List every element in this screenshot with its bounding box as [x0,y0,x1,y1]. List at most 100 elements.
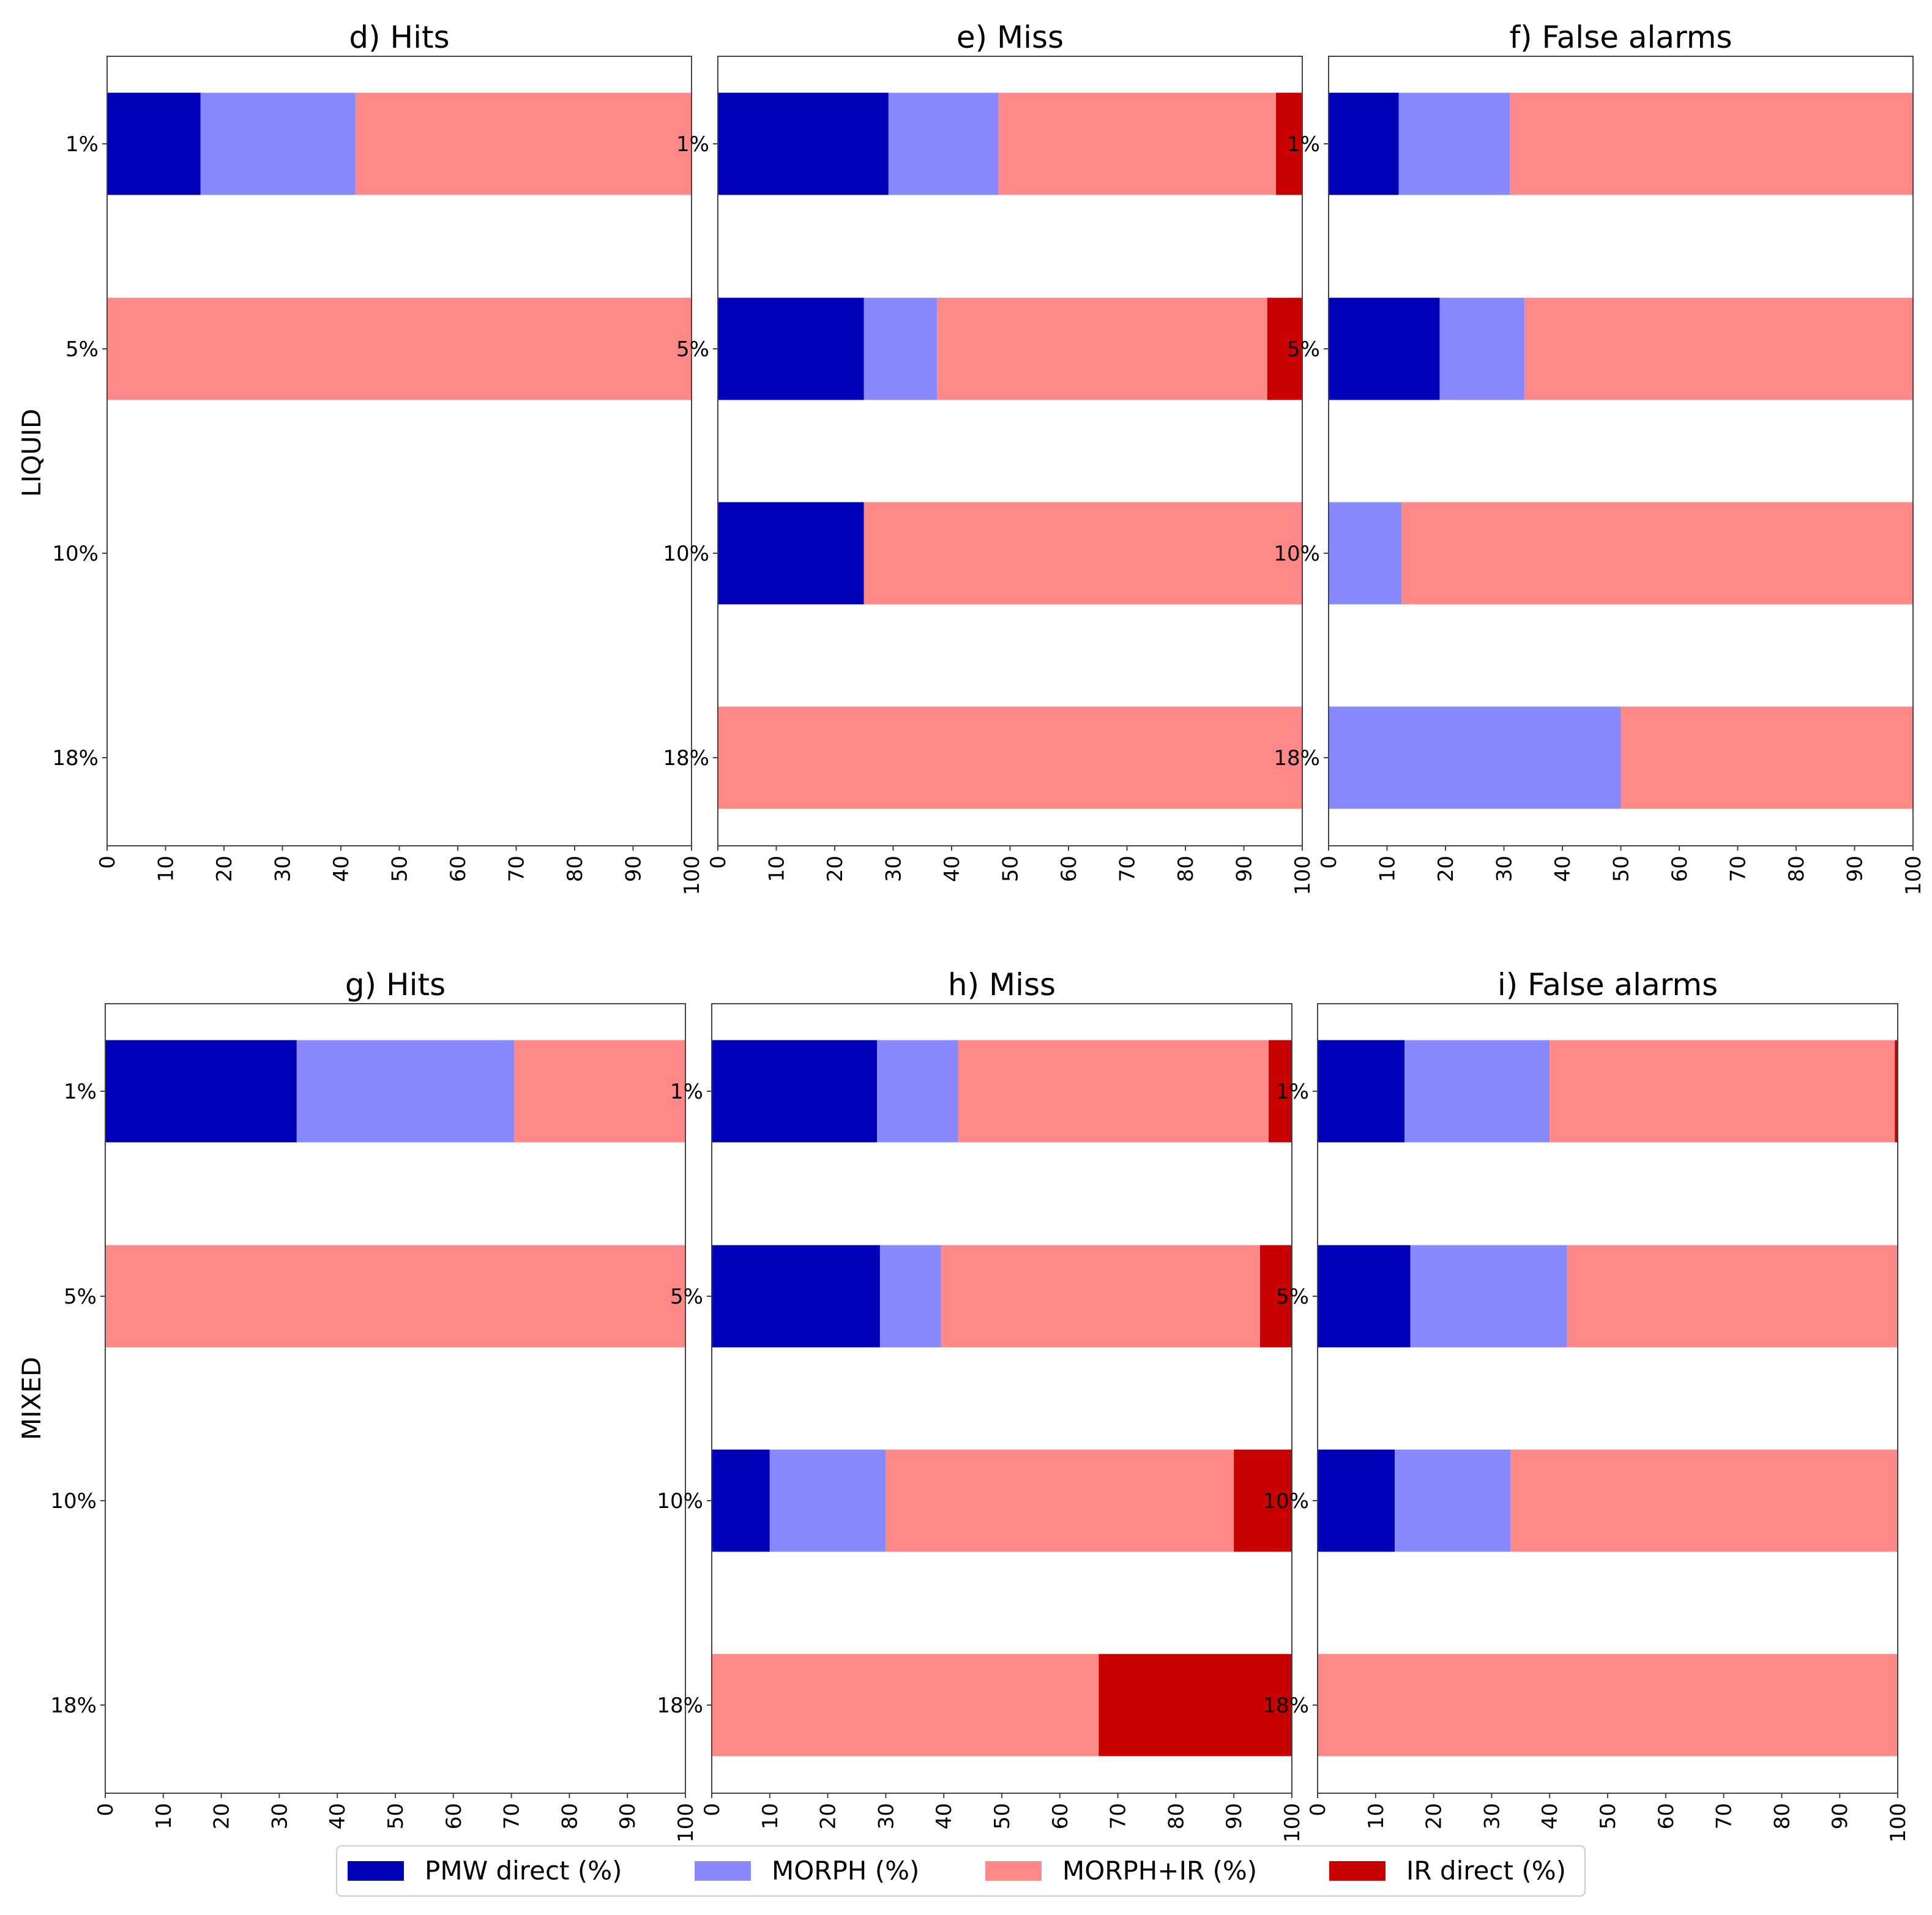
bar-pmw-direct-10 [712,1449,770,1552]
y-tick-label: 10% [52,542,99,566]
bar-pmw-direct-1 [105,1040,297,1143]
bar-ir-direct-1 [1269,1040,1292,1143]
x-tick-label: 100 [1280,1803,1305,1843]
bar-morph-1 [1404,1040,1550,1143]
x-tick-label: 10 [1364,1803,1389,1829]
legend-label: IR direct (%) [1406,1856,1566,1886]
panel-e-miss: 1% 5% 10% 18% 0 10 20 30 40 50 60 70 80 90 100 e) Miss [663,20,1315,895]
x-tick-label: 40 [940,856,964,882]
y-tick-label: 1% [676,132,709,157]
bar-morph-ir-1 [1550,1040,1895,1143]
bar-morph-1 [888,92,999,195]
x-tick-label: 40 [326,1803,350,1829]
x-tick-label: 70 [1106,1803,1131,1829]
x-tick-label: 70 [1712,1803,1737,1829]
y-tick-label: 5% [65,337,99,362]
bar-pmw-direct-1 [712,1040,878,1143]
x-tick-label: 90 [1222,1803,1247,1829]
bar-morph-10 [1395,1449,1511,1552]
x-tick-label: 50 [388,856,412,882]
x-tick-label: 10 [1376,856,1400,882]
bar-pmw-direct-10 [1318,1449,1395,1552]
bar-morph-ir-1 [514,1040,685,1143]
bar-ir-direct-10 [1234,1449,1292,1552]
bar-morph-ir-5 [105,1245,685,1348]
y-tick-label: 1% [64,1080,97,1104]
bar-morph-1 [1398,92,1510,195]
y-tick-label: 18% [663,746,709,771]
bar-morph-ir-5 [941,1245,1260,1348]
bar-ir-direct-5 [1267,297,1302,400]
panel-title: i) False alarms [1497,967,1718,1002]
x-tick-label: 20 [1422,1803,1447,1829]
x-tick-label: 80 [558,1803,582,1829]
y-tick-label: 10% [50,1489,97,1514]
legend-label: MORPH+IR (%) [1062,1856,1257,1886]
bar-morph-ir-1 [958,1040,1269,1143]
x-tick-label: 80 [1164,1803,1188,1829]
x-tick-label: 90 [616,1803,640,1829]
y-tick-label: 18% [1263,1693,1309,1718]
legend-swatch [985,1861,1042,1881]
bar-morph-ir-5 [1567,1245,1898,1348]
row-label-liquid: LIQUID [17,409,47,497]
panel-title: f) False alarms [1509,20,1732,55]
x-tick-label: 90 [1843,856,1868,882]
bar-morph-ir-1 [998,92,1277,195]
y-tick-label: 10% [657,1489,703,1514]
bar-pmw-direct-10 [718,502,864,605]
x-tick-label: 80 [1785,856,1809,882]
x-tick-label: 10 [758,1803,783,1829]
bar-morph-ir-10 [1401,502,1913,605]
legend-swatch [695,1861,751,1881]
bar-morph-ir-1 [1510,92,1913,195]
x-tick-label: 90 [1828,1803,1852,1829]
x-tick-label: 20 [823,856,848,882]
x-tick-label: 80 [563,856,587,882]
y-tick-label: 1% [1276,1080,1309,1104]
y-tick-label: 10% [663,542,709,566]
bar-morph-5 [1410,1245,1567,1348]
x-tick-label: 0 [94,1803,118,1816]
y-tick-label: 5% [670,1285,703,1309]
y-tick-label: 18% [52,746,99,771]
bar-morph-ir-10 [1510,1449,1898,1552]
bar-ir-direct-18 [1098,1654,1292,1756]
x-tick-label: 50 [384,1803,408,1829]
bar-pmw-direct-5 [718,297,864,400]
x-tick-label: 100 [1901,856,1926,895]
x-tick-label: 50 [990,1803,1015,1829]
y-tick-label: 1% [670,1080,703,1104]
legend-label: MORPH (%) [772,1856,919,1886]
legend-entry-ir-direct: IR direct (%) [1329,1856,1566,1886]
bar-morph-ir-10 [863,502,1302,605]
x-tick-label: 70 [1116,856,1140,882]
panel-g-hits: 1% 5% 10% 18% 0 10 20 30 40 50 60 70 80 90 100 g) Hits [50,967,698,1843]
x-tick-label: 70 [505,856,529,882]
x-tick-label: 0 [1317,856,1341,869]
bar-morph-ir-5 [107,297,692,400]
x-tick-label: 40 [1551,856,1575,882]
panel-i-false-alarms: 1% 5% 10% 18% 0 10 20 30 40 50 60 70 80 90 100 i) False… [1263,967,1911,1843]
bar-pmw-direct-1 [1329,92,1399,195]
x-tick-label: 30 [874,1803,898,1829]
y-tick-label: 1% [1287,132,1320,157]
x-tick-label: 60 [1048,1803,1073,1829]
x-tick-label: 30 [271,856,296,882]
bar-morph-ir-1 [355,92,692,195]
x-tick-label: 60 [1057,856,1081,882]
panel-title: g) Hits [345,967,446,1002]
panel-title: d) Hits [349,20,449,55]
x-tick-label: 70 [1726,856,1751,882]
x-tick-label: 40 [932,1803,957,1829]
y-tick-label: 5% [1276,1285,1309,1309]
y-tick-label: 1% [65,132,99,157]
legend-entry-morph: MORPH (%) [695,1856,919,1886]
panel-title: h) Miss [948,967,1056,1002]
x-tick-label: 60 [446,856,471,882]
bar-morph-5 [1439,297,1524,400]
row-label-mixed: MIXED [17,1357,47,1440]
bar-morph-18 [1329,706,1621,809]
x-tick-label: 0 [1306,1803,1330,1816]
